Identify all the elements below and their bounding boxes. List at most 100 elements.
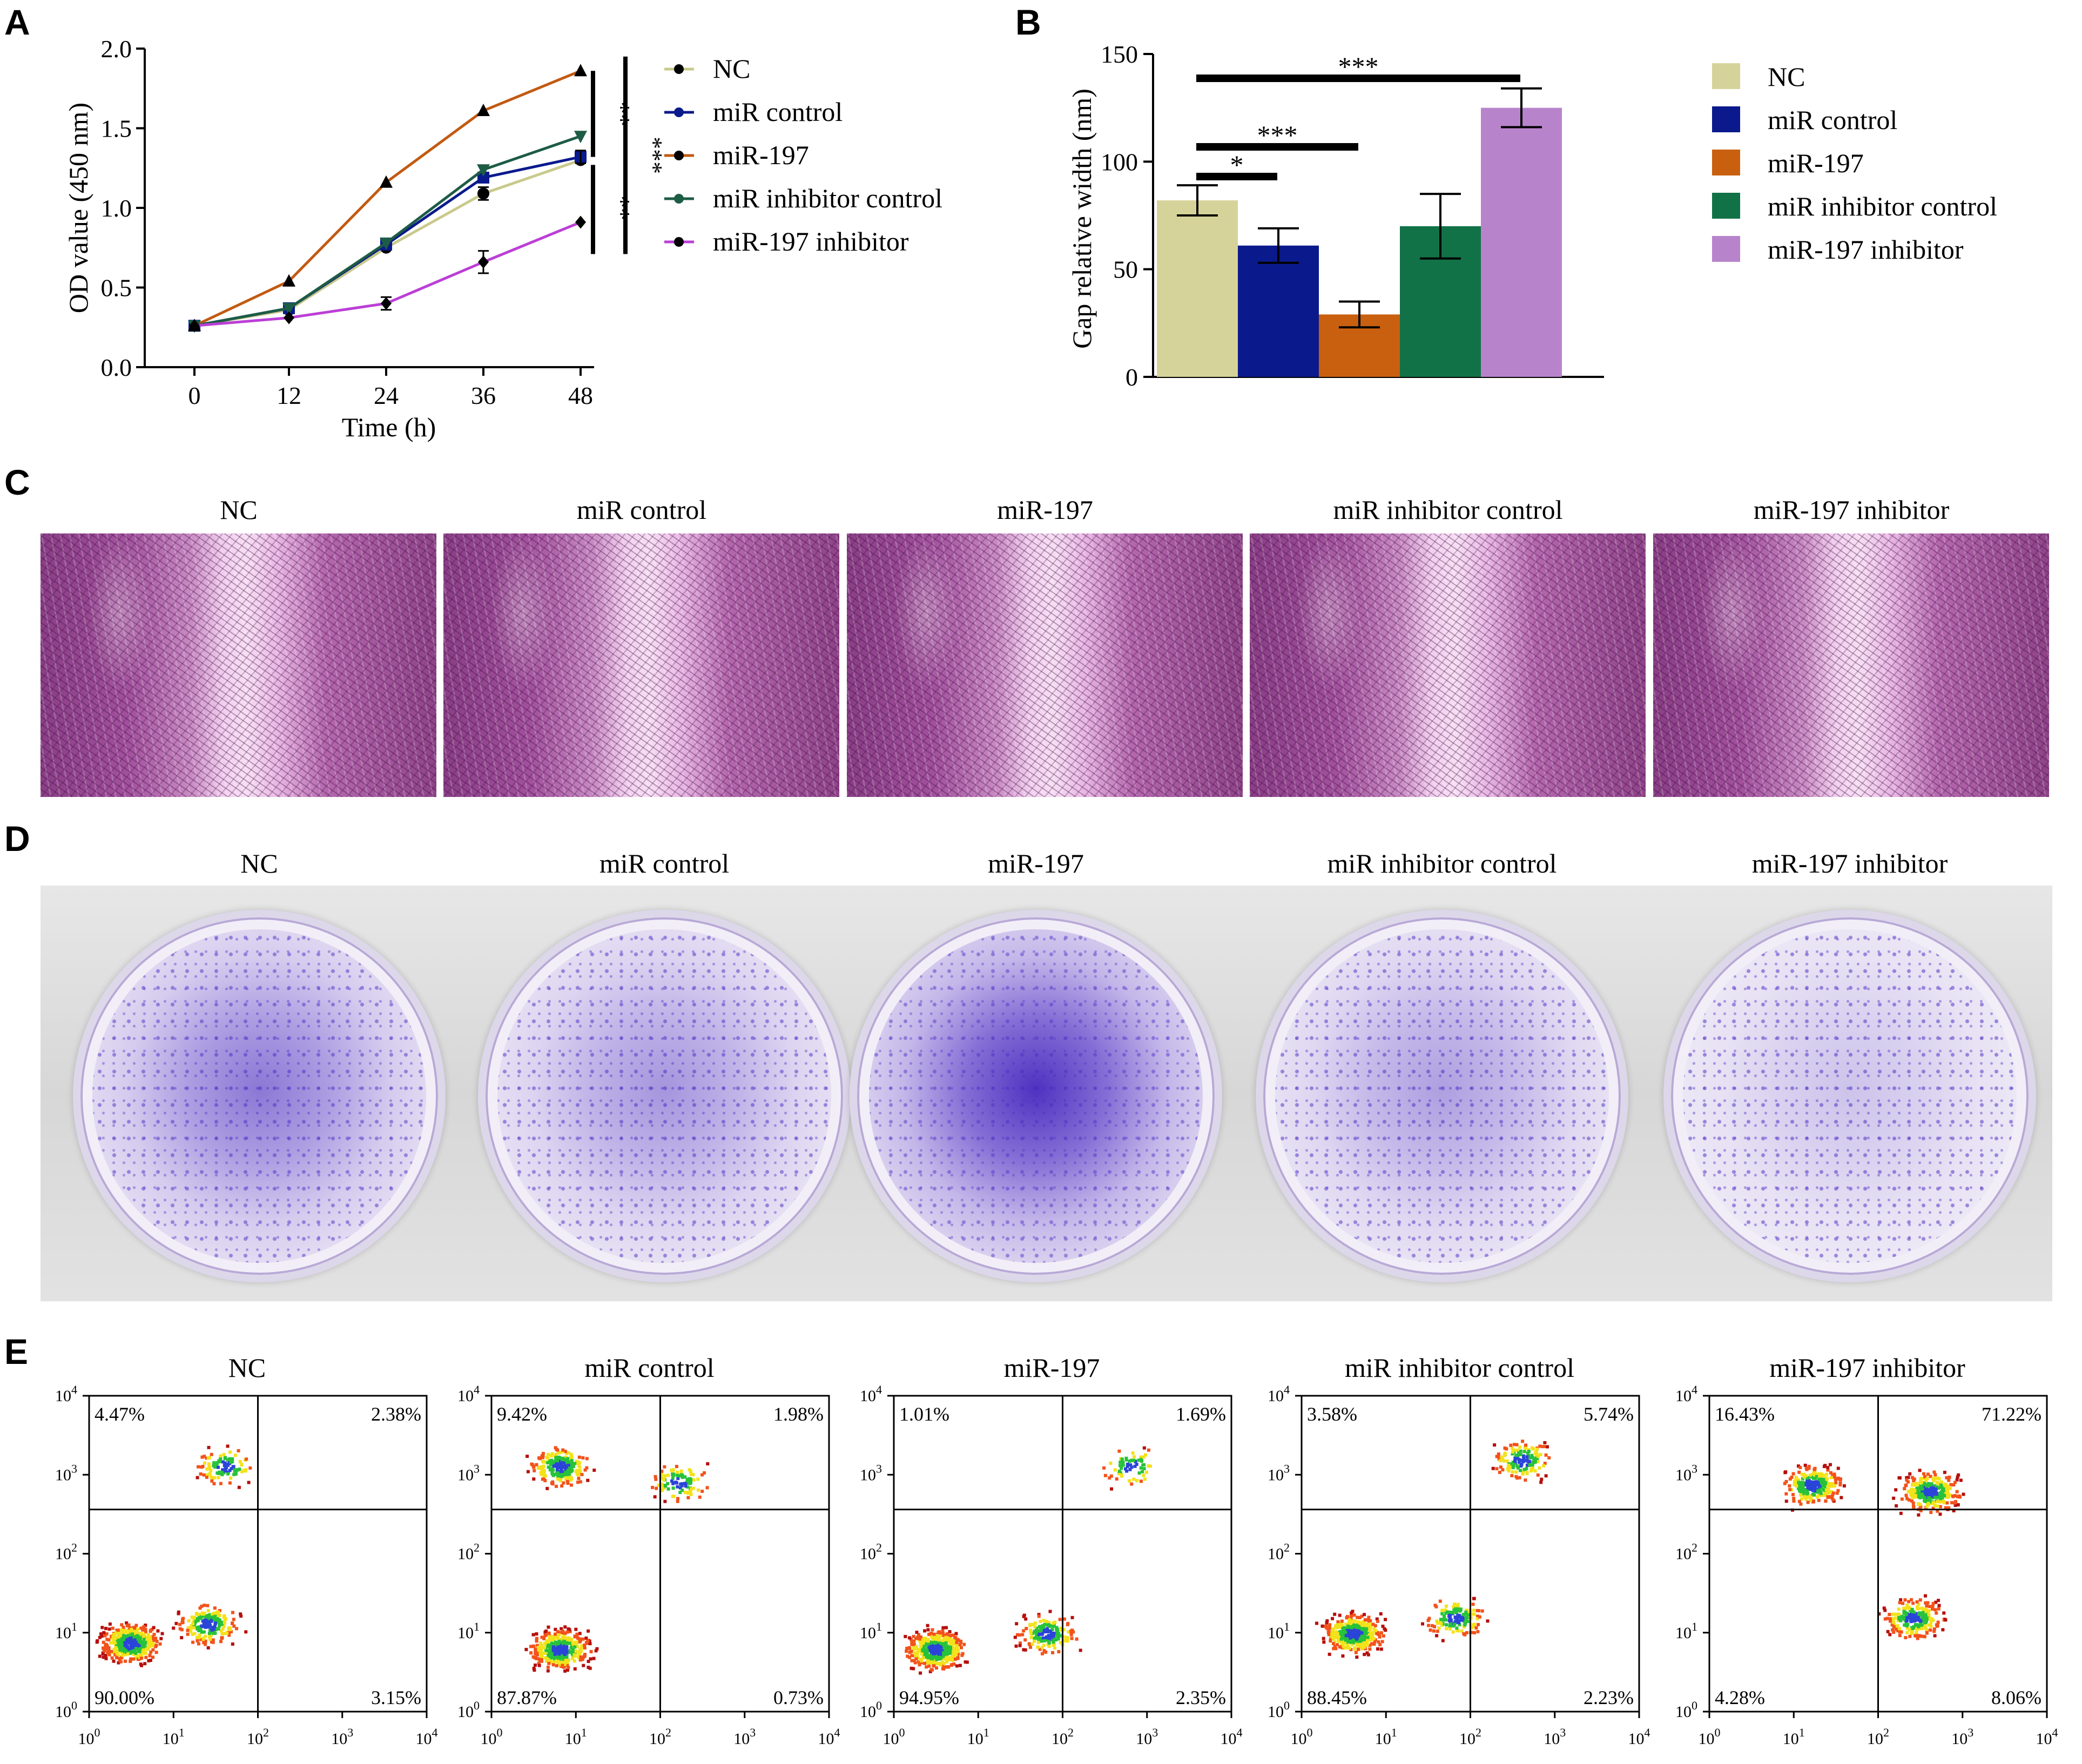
flow-event bbox=[1831, 1491, 1835, 1495]
flow-event bbox=[1901, 1601, 1905, 1605]
flow-event bbox=[1464, 1621, 1467, 1625]
flow-event bbox=[1058, 1618, 1062, 1621]
flow-event bbox=[1147, 1464, 1150, 1468]
x-tick-label: 102 bbox=[1052, 1726, 1074, 1748]
flow-event bbox=[1929, 1475, 1932, 1478]
flow-event bbox=[238, 1468, 241, 1471]
flow-event bbox=[1033, 1636, 1037, 1640]
flow-event bbox=[1472, 1612, 1476, 1616]
flow-event bbox=[685, 1485, 689, 1489]
flow-event bbox=[570, 1639, 574, 1643]
flow-event bbox=[914, 1637, 918, 1640]
flow-event bbox=[1329, 1639, 1332, 1643]
marker-inhibitor-control bbox=[380, 237, 393, 250]
flow-event bbox=[661, 1489, 664, 1492]
flow-event bbox=[955, 1647, 959, 1651]
flow-event bbox=[1832, 1475, 1836, 1478]
flow-event bbox=[1920, 1492, 1924, 1496]
x-tick-label: 100 bbox=[1699, 1726, 1721, 1748]
legend-label: miR inhibitor control bbox=[713, 183, 942, 213]
flow-event bbox=[543, 1479, 547, 1483]
flow-event bbox=[573, 1641, 577, 1645]
flow-event bbox=[1062, 1628, 1066, 1632]
flow-event bbox=[555, 1456, 559, 1459]
flow-event bbox=[921, 1642, 925, 1646]
flow-event bbox=[1907, 1613, 1911, 1617]
flow-event bbox=[144, 1630, 147, 1634]
y-tick-exponent: 0 bbox=[1284, 1699, 1290, 1712]
flow-event bbox=[203, 1611, 206, 1615]
flow-event bbox=[937, 1635, 941, 1639]
flow-event bbox=[913, 1661, 917, 1665]
flow-event bbox=[541, 1466, 544, 1470]
flow-event bbox=[1460, 1629, 1464, 1633]
flow-event bbox=[551, 1653, 555, 1657]
flow-event bbox=[562, 1646, 566, 1650]
flow-event bbox=[104, 1643, 107, 1647]
flow-event bbox=[1355, 1641, 1359, 1645]
flow-event bbox=[1935, 1496, 1939, 1499]
flow-event bbox=[1455, 1619, 1459, 1623]
flow-event bbox=[230, 1466, 233, 1470]
flow-event bbox=[569, 1476, 573, 1479]
flow-event bbox=[1918, 1469, 1922, 1472]
flow-event bbox=[1539, 1452, 1542, 1456]
flow-event bbox=[208, 1624, 212, 1628]
flow-event bbox=[939, 1663, 942, 1667]
flow-event bbox=[925, 1653, 929, 1657]
flow-event bbox=[918, 1637, 922, 1641]
flow-event bbox=[917, 1660, 921, 1664]
flow-event bbox=[1072, 1630, 1075, 1634]
flow-event bbox=[138, 1650, 142, 1654]
flow-event bbox=[1903, 1598, 1907, 1602]
flow-event bbox=[950, 1650, 954, 1654]
flow-event bbox=[125, 1635, 129, 1639]
flow-event bbox=[906, 1654, 909, 1658]
flow-event bbox=[134, 1624, 138, 1627]
flow-event bbox=[123, 1637, 127, 1641]
flow-event bbox=[149, 1642, 152, 1646]
flow-event bbox=[1333, 1645, 1337, 1648]
flow-event bbox=[1501, 1457, 1505, 1461]
flow-event bbox=[1820, 1493, 1823, 1497]
flow-event bbox=[227, 1631, 231, 1634]
flow-event bbox=[1825, 1472, 1829, 1476]
flow-event bbox=[1043, 1639, 1047, 1643]
flow-event bbox=[1943, 1490, 1947, 1494]
flow-event bbox=[926, 1628, 930, 1632]
y-tick-exponent: 4 bbox=[71, 1383, 77, 1396]
flow-event bbox=[1341, 1632, 1345, 1636]
flow-event bbox=[192, 1626, 196, 1630]
flow-event bbox=[1910, 1492, 1913, 1496]
flow-event bbox=[180, 1628, 184, 1632]
flow-event bbox=[139, 1626, 143, 1630]
flow-event bbox=[569, 1483, 573, 1487]
x-tick-label: 100 bbox=[1291, 1726, 1313, 1748]
quad-ll: 90.00% bbox=[95, 1687, 154, 1708]
flow-event bbox=[215, 1462, 219, 1466]
flow-event bbox=[1820, 1472, 1824, 1476]
flow-event bbox=[1925, 1484, 1929, 1488]
flow-event bbox=[1514, 1475, 1518, 1478]
flow-event bbox=[561, 1664, 564, 1667]
flow-event bbox=[105, 1644, 109, 1648]
flow-event bbox=[1514, 1470, 1518, 1474]
flow-event bbox=[144, 1640, 147, 1644]
flow-event bbox=[1520, 1463, 1524, 1466]
flow-event bbox=[1895, 1504, 1898, 1508]
flow-event bbox=[952, 1646, 955, 1650]
wound-image-2 bbox=[847, 533, 1243, 797]
flow-event bbox=[1328, 1625, 1331, 1629]
flow-event bbox=[1932, 1477, 1936, 1481]
flow-event bbox=[206, 1646, 210, 1650]
flow-event bbox=[1340, 1619, 1344, 1623]
flow-event bbox=[560, 1627, 563, 1631]
flow-event bbox=[577, 1654, 581, 1658]
flow-event bbox=[1932, 1490, 1936, 1493]
flow-event bbox=[910, 1640, 914, 1644]
flow-event bbox=[1904, 1606, 1908, 1610]
flow-event bbox=[205, 1616, 209, 1620]
marker-mir-197 bbox=[574, 64, 587, 77]
flow-event bbox=[1426, 1619, 1430, 1623]
